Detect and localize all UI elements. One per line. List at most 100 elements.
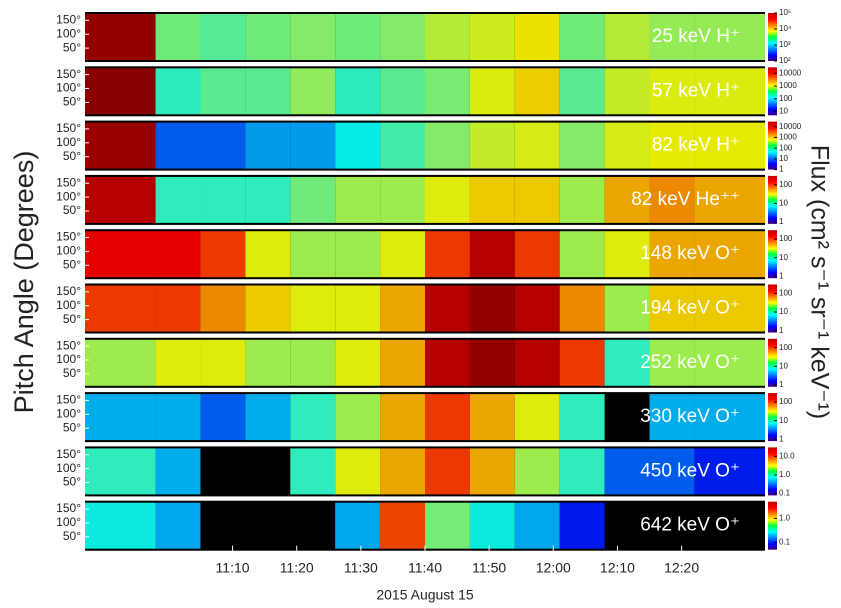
x-axis-label: 2015 August 15 (376, 587, 474, 603)
x-tick-label: 12:20 (664, 559, 699, 575)
heat-cell (85, 122, 156, 169)
heat-cell (200, 285, 246, 332)
colorbar-tick-label: 1 (779, 380, 784, 389)
heat-cell (380, 122, 425, 169)
x-tick-label: 11:20 (280, 559, 314, 575)
colorbar-tick-label: 1 (779, 217, 784, 226)
heat-cell (514, 448, 560, 495)
heat-cell (469, 231, 515, 278)
colorbar-tick-label: 10 (779, 361, 788, 370)
y-tick-label: 100° (56, 515, 81, 529)
y-tick-label: 100° (56, 135, 81, 149)
heat-cell (514, 285, 560, 332)
heat-cell (380, 448, 425, 495)
heat-cell (604, 68, 650, 115)
heat-cell (380, 231, 425, 278)
heat-cell (469, 14, 515, 60)
y-tick-label: 100° (56, 406, 81, 420)
y-tick-label: 150° (56, 230, 81, 244)
panel-title: 330 keV O⁺ (640, 406, 740, 427)
x-tick-label: 12:00 (536, 559, 571, 575)
heat-cell (290, 448, 336, 495)
y-tick-label: 50° (63, 95, 81, 109)
heat-cell (469, 448, 515, 495)
heat-cell (200, 394, 246, 441)
colorbar-tick-label: 1000 (779, 133, 797, 142)
y-axis-label: Pitch Angle (Degrees) (9, 151, 39, 414)
heat-cell (335, 394, 381, 441)
heat-cell (694, 122, 765, 169)
heat-cell (155, 285, 201, 332)
heat-cell (559, 339, 605, 386)
colorbar-tick-label: 10000 (779, 122, 802, 131)
x-tick-label: 12:10 (600, 559, 635, 575)
heat-cell (155, 448, 201, 495)
y-tick-label: 150° (56, 393, 81, 407)
y-tick-label: 150° (56, 13, 81, 27)
colorbar-tick-label: 10 (779, 307, 788, 316)
y-tick-label: 150° (56, 121, 81, 135)
heat-cell (335, 122, 381, 169)
heat-cell (425, 502, 470, 549)
heat-cell (694, 339, 765, 386)
heat-cell (425, 285, 470, 332)
heat-cell (200, 339, 246, 386)
y-tick-label: 150° (56, 67, 81, 81)
colorbar (768, 67, 777, 116)
heat-cell (335, 448, 381, 495)
heat-cell (380, 285, 425, 332)
heat-cell (694, 176, 765, 223)
heat-cell (559, 394, 605, 441)
heat-cell (155, 122, 201, 169)
heat-cell (245, 285, 291, 332)
heat-cell (200, 14, 246, 60)
colorbar-tick-label: 0.1 (779, 538, 791, 547)
heat-cell (514, 502, 560, 549)
heat-cell (649, 14, 695, 60)
heat-cell (649, 285, 695, 332)
y-tick-label: 50° (63, 529, 81, 543)
heat-cell (290, 14, 336, 60)
heat-cell (200, 231, 246, 278)
heat-cell (604, 176, 650, 223)
panel-title: 57 keV H⁺ (652, 80, 740, 101)
heat-cell (200, 68, 246, 115)
heat-cell (469, 502, 515, 549)
heat-cell (85, 339, 156, 386)
heat-cell (335, 68, 381, 115)
heat-cell (425, 122, 470, 169)
heat-cell (649, 176, 695, 223)
heat-cell (559, 122, 605, 169)
y-tick-label: 150° (56, 501, 81, 515)
heat-cell (425, 14, 470, 60)
heat-cell (649, 68, 695, 115)
heat-cell (649, 448, 695, 495)
y-tick-label: 100° (56, 26, 81, 40)
colorbar-tick-label: 10 (779, 416, 788, 425)
colorbar (768, 393, 777, 442)
heat-cell (200, 122, 246, 169)
heat-cell (245, 231, 291, 278)
panel-title: 82 keV H⁺ (652, 135, 740, 156)
panel-title: 82 keV He⁺⁺ (631, 189, 740, 210)
heat-cell (290, 231, 336, 278)
heat-cell (245, 394, 291, 441)
heat-cell (290, 285, 336, 332)
heat-cell (335, 231, 381, 278)
heat-cell (380, 394, 425, 441)
heat-cell (604, 285, 650, 332)
heat-cell (335, 14, 381, 60)
heat-cell (335, 502, 381, 549)
colorbar (768, 175, 777, 224)
y-tick-label: 50° (63, 366, 81, 380)
colorbar-tick-label: 100 (779, 397, 793, 406)
colorbar (768, 501, 777, 550)
heat-cell (694, 14, 765, 60)
heat-cell (425, 394, 470, 441)
colorbar-tick-label: 10² (779, 56, 791, 65)
colorbar-tick-label: 10⁵ (779, 8, 791, 17)
x-tick-label: 11:30 (344, 559, 378, 575)
heat-cell (469, 394, 515, 441)
heat-cell (514, 14, 560, 60)
y-tick-label: 100° (56, 461, 81, 475)
